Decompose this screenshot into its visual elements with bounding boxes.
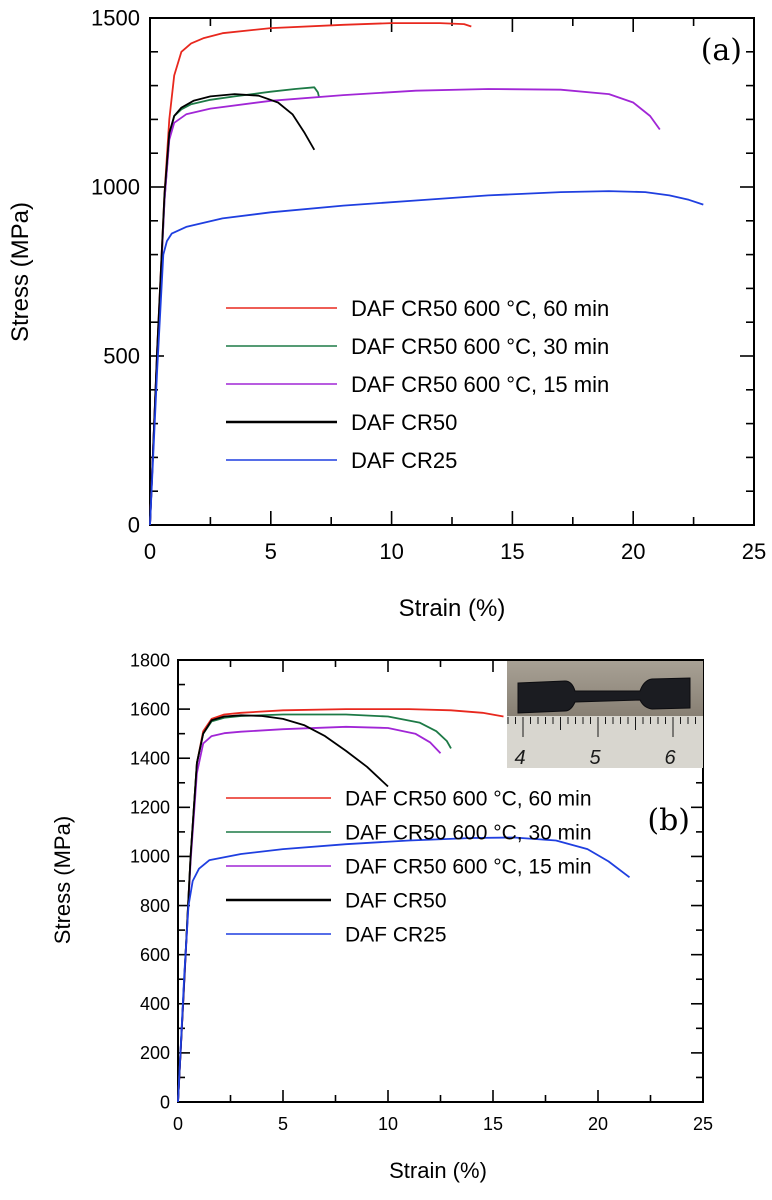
y-tick-label: 1000 [130, 847, 170, 867]
y-tick-label: 1200 [130, 798, 170, 818]
y-tick-label: 200 [140, 1043, 170, 1063]
tick-labels-b: 0 5 10 15 20 25 0 200 400 600 800 1000 1200 1400 1600 1… [130, 650, 713, 1134]
x-tick-label: 25 [742, 539, 766, 564]
y-tick-label: 1500 [91, 6, 140, 31]
y-tick-label: 400 [140, 994, 170, 1014]
panel-label-a: (a) [701, 33, 742, 68]
x-tick-label: 15 [500, 539, 524, 564]
legend-label: DAF CR50 600 °C, 60 min [345, 788, 592, 811]
y-axis-title-b: Stress (MPa) [50, 816, 75, 944]
ruler-label: 4 [514, 747, 525, 769]
legend-b: DAF CR50 600 °C, 60 min DAF CR50 600 °C, … [226, 788, 592, 947]
x-tick-label: 25 [693, 1114, 713, 1134]
y-tick-label: 0 [128, 513, 140, 538]
ticks-a [149, 17, 755, 526]
ruler [507, 716, 703, 768]
legend-label: DAF CR50 600 °C, 15 min [345, 856, 592, 879]
tensile-specimen [517, 677, 691, 714]
panel-a: 0 5 10 15 20 25 0 500 1000 1500 DAF CR50 600 °C, … [7, 6, 766, 622]
x-axis-title-a: Strain (%) [399, 595, 506, 622]
ruler-label: 5 [589, 747, 601, 769]
y-axis-title-a: Stress (MPa) [7, 202, 34, 342]
series-lines-b [177, 708, 631, 1103]
series-line [177, 714, 389, 1103]
series-line [177, 836, 631, 1103]
specimen-photo-inset: 4 5 6 [507, 661, 703, 769]
y-tick-label: 500 [103, 344, 140, 369]
panel-b: 0 5 10 15 20 25 0 200 400 600 800 1000 1200 1400 1600 1… [50, 650, 713, 1183]
x-tick-label: 15 [483, 1114, 503, 1134]
series-lines-a [149, 22, 704, 526]
y-tick-label: 1400 [130, 749, 170, 769]
series-line [149, 93, 316, 526]
series-line [177, 725, 442, 1103]
y-tick-label: 1800 [130, 650, 170, 670]
y-tick-label: 1000 [91, 175, 140, 200]
x-tick-label: 0 [144, 539, 156, 564]
y-tick-label: 800 [140, 896, 170, 916]
ruler-ticks [507, 717, 696, 737]
legend-label: DAF CR50 [345, 890, 447, 913]
x-tick-label: 5 [265, 539, 277, 564]
x-tick-label: 10 [378, 1114, 398, 1134]
legend-label: DAF CR50 600 °C, 15 min [351, 372, 609, 397]
y-tick-label: 600 [140, 945, 170, 965]
x-tick-label: 10 [379, 539, 403, 564]
ruler-labels: 4 5 6 [514, 747, 676, 769]
tick-labels-a: 0 5 10 15 20 25 0 500 1000 1500 [91, 6, 766, 564]
x-tick-label: 0 [173, 1114, 183, 1134]
x-tick-label: 20 [588, 1114, 608, 1134]
legend-label: DAF CR50 [351, 410, 457, 435]
legend-label: DAF CR25 [351, 448, 457, 473]
x-axis-title-b: Strain (%) [389, 1158, 487, 1183]
series-line [149, 190, 704, 526]
legend-label: DAF CR25 [345, 924, 447, 947]
ruler-label: 6 [664, 747, 676, 769]
y-tick-label: 1600 [130, 699, 170, 719]
legend-a: DAF CR50 600 °C, 60 min DAF CR50 600 °C, … [226, 296, 609, 473]
legend-label: DAF CR50 600 °C, 30 min [345, 822, 592, 845]
panel-label-b: (b) [647, 803, 690, 838]
series-line [177, 708, 504, 1103]
x-tick-label: 5 [278, 1114, 288, 1134]
legend-label: DAF CR50 600 °C, 30 min [351, 334, 609, 359]
y-tick-label: 0 [160, 1092, 170, 1112]
x-tick-label: 20 [621, 539, 645, 564]
legend-label: DAF CR50 600 °C, 60 min [351, 296, 609, 321]
